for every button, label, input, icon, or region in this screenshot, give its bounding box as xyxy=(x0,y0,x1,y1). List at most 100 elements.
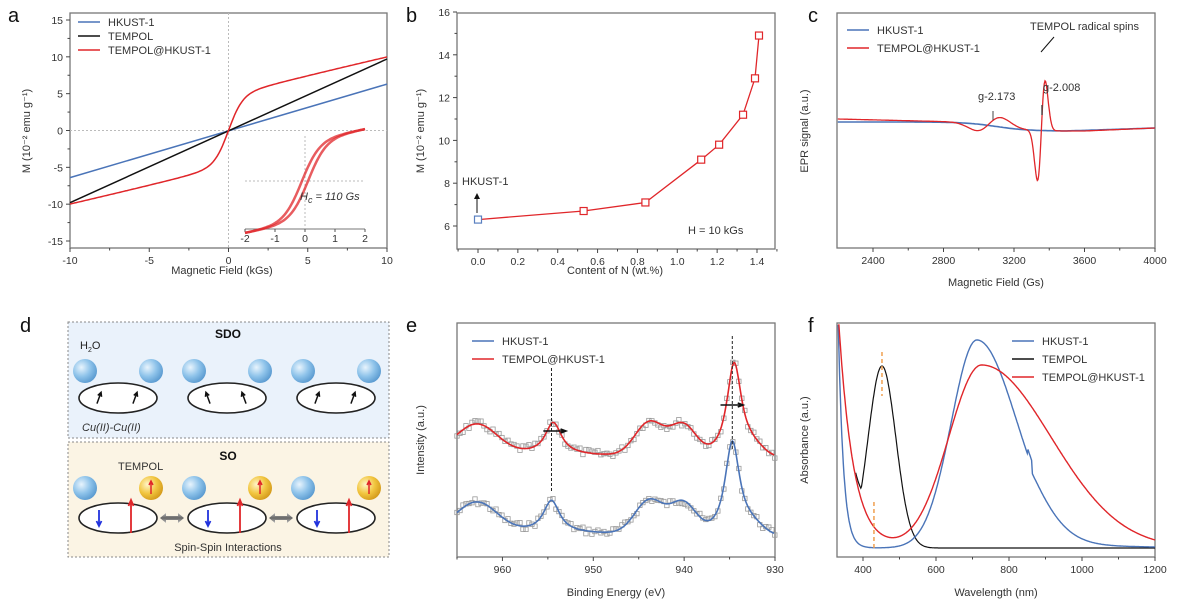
data-point xyxy=(579,206,588,216)
data-marker-tempol-hkust-1 xyxy=(712,436,718,442)
so-title: SO xyxy=(219,449,236,463)
c-legend-label: TEMPOL@HKUST-1 xyxy=(877,43,980,55)
e-legend-label: HKUST-1 xyxy=(502,336,548,348)
shift-arrow-icon xyxy=(543,428,569,434)
annotation-field: H = 10 kGs xyxy=(688,225,744,237)
b-ytick-label: 6 xyxy=(444,221,450,233)
water-sphere-icon xyxy=(182,476,206,500)
b-xtick-label: 1.2 xyxy=(710,256,725,268)
water-sphere-icon xyxy=(182,359,206,383)
inset-xtick-label: 1 xyxy=(332,233,338,245)
b-xtick-label: 0.8 xyxy=(630,256,645,268)
data-marker-tempol-hkust-1 xyxy=(595,447,601,454)
spin-down-arrow-icon xyxy=(313,510,321,529)
data-marker-hkust-1 xyxy=(562,519,568,525)
f-xtick-label: 1000 xyxy=(1070,564,1094,576)
a-ytick-label: 10 xyxy=(51,52,63,64)
b-xtick-label: 0.2 xyxy=(511,256,526,268)
panel-letter-c: c xyxy=(808,5,818,27)
e-xtick-label: 940 xyxy=(675,564,693,576)
cu-pair-ellipse xyxy=(296,502,376,534)
spin-down-arrow-icon xyxy=(204,510,212,529)
spin-down-arrow-icon xyxy=(95,510,103,529)
series-line-b xyxy=(477,35,760,221)
fit-line-tempol-hkust-1 xyxy=(456,361,775,456)
cu-pair-ellipse xyxy=(187,502,267,534)
data-marker-hkust-1 xyxy=(709,515,715,521)
c-xtick-label: 2400 xyxy=(861,255,885,267)
x-axis-title-c: Magnetic Field (Gs) xyxy=(948,277,1044,289)
a-ytick-label: -15 xyxy=(48,236,63,248)
tempol-label: TEMPOL xyxy=(118,461,163,473)
b-ytick-label: 8 xyxy=(444,178,450,190)
inset-xtick-label: 2 xyxy=(362,233,368,245)
data-marker-hkust-1 xyxy=(475,501,481,508)
plot-frame-b xyxy=(456,12,776,250)
x-axis-title-e: Binding Energy (eV) xyxy=(567,587,665,599)
data-marker-tempol-hkust-1 xyxy=(472,418,478,424)
f-legend-label: TEMPOL@HKUST-1 xyxy=(1042,372,1145,384)
spin-interaction-label: Spin-Spin Interactions xyxy=(174,542,282,554)
data-marker-hkust-1 xyxy=(520,526,526,532)
spin-arrow-icon xyxy=(132,390,139,404)
data-point xyxy=(697,155,706,164)
f-legend-label: TEMPOL xyxy=(1042,354,1087,366)
data-marker-hkust-1 xyxy=(580,524,586,530)
panel-b-magnetization-vs-n: b Content of N (wt.%) M (10⁻² emu g⁻¹) 0… xyxy=(406,5,778,277)
data-point xyxy=(715,140,724,149)
data-marker-hkust-1 xyxy=(751,512,757,519)
a-xtick-label: 5 xyxy=(305,255,311,267)
b-xtick-label: 1.4 xyxy=(750,256,765,268)
e-legend-label: TEMPOL@HKUST-1 xyxy=(502,354,605,366)
f-xtick-label: 1200 xyxy=(1143,564,1167,576)
annotation-g2173: g-2.173 xyxy=(978,91,1015,103)
data-marker-tempol-hkust-1 xyxy=(682,421,688,427)
data-marker-hkust-1 xyxy=(541,509,547,515)
data-marker-tempol-hkust-1 xyxy=(541,434,547,440)
x-axis-title-b: Content of N (wt.%) xyxy=(567,265,663,277)
b-xtick-label: 1.0 xyxy=(670,256,685,268)
double-arrow-interaction-icon xyxy=(160,513,184,523)
water-sphere-icon xyxy=(73,476,97,500)
data-marker-tempol-hkust-1 xyxy=(688,425,694,431)
f-xtick-label: 400 xyxy=(854,564,872,576)
data-marker-tempol-hkust-1 xyxy=(493,431,499,437)
c-xtick-label: 3200 xyxy=(1002,255,1026,267)
data-marker-tempol-hkust-1 xyxy=(592,449,598,455)
tempol-spin-up-icon xyxy=(366,479,372,494)
panel-e-xps-spectra: e Binding Energy (eV) Intensity (a.u.) 9… xyxy=(406,315,784,599)
water-sphere-icon xyxy=(291,476,315,500)
inset-xtick-label: -2 xyxy=(240,233,249,245)
x-axis-title-a: Magnetic Field (kGs) xyxy=(171,265,272,277)
water-sphere-icon xyxy=(139,359,163,383)
y-axis-title-e: Intensity (a.u.) xyxy=(415,405,427,475)
spin-arrow-shape xyxy=(96,390,103,404)
c-legend-label: HKUST-1 xyxy=(877,25,923,37)
data-marker-hkust-1 xyxy=(691,508,697,514)
sdo-box xyxy=(67,321,390,439)
data-marker-hkust-1 xyxy=(496,511,502,518)
b-ytick-label: 10 xyxy=(438,135,450,147)
data-marker-tempol-hkust-1 xyxy=(535,440,541,447)
data-point xyxy=(641,198,650,207)
annotation-tempol-radical: TEMPOL radical spins xyxy=(1030,21,1140,33)
series-line-hkust-1 xyxy=(837,324,1155,549)
data-marker-tempol-hkust-1 xyxy=(700,439,706,445)
y-axis-title-f: Absorbance (a.u.) xyxy=(799,396,811,483)
b-xtick-label: 0.4 xyxy=(550,256,565,268)
data-point xyxy=(738,110,748,119)
cu-pair-ellipse xyxy=(78,382,158,414)
data-marker-hkust-1 xyxy=(523,526,529,532)
sdo-title: SDO xyxy=(215,327,241,341)
data-marker-hkust-1 xyxy=(517,520,523,526)
series-line-tempol-hkust-1 xyxy=(838,324,1156,541)
e-xtick-label: 960 xyxy=(494,564,512,576)
so-box xyxy=(67,441,390,558)
water-sphere-icon xyxy=(73,359,97,383)
arrow-head-b xyxy=(474,193,480,199)
b-ytick-label: 12 xyxy=(438,93,450,105)
f-xtick-label: 600 xyxy=(927,564,945,576)
panel-letter-f: f xyxy=(808,315,814,337)
data-marker-tempol-hkust-1 xyxy=(748,427,754,434)
water-sphere-icon xyxy=(357,359,381,383)
